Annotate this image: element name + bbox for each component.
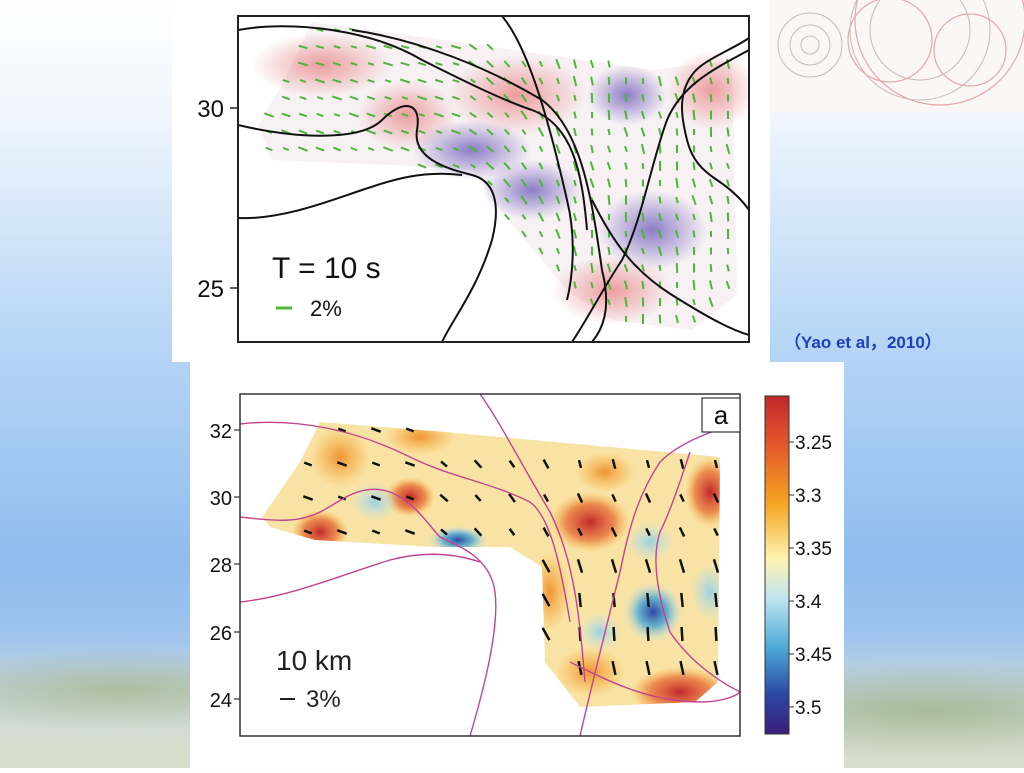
bottom-velocity-map-panel: 32 30 28 26 24 a 10 km 3% 3.25 3.3 3.35 3.4… (190, 362, 844, 768)
top-fault-line (238, 174, 462, 218)
top-anisotropy-bar (642, 281, 643, 289)
top-anisotropy-bar (727, 196, 728, 204)
top-y-tick-label: 25 (197, 276, 224, 303)
top-anisotropy-bar (677, 129, 678, 136)
top-anisotropy-bar (608, 195, 609, 205)
panel-tag: a (714, 400, 729, 430)
top-anisotropy-bar (711, 94, 712, 102)
top-anisotropy-bar (592, 214, 593, 221)
bottom-anisotropy-bar (716, 627, 717, 641)
bottom-velocity-field (240, 394, 740, 736)
top-anisotropy-bar (727, 128, 728, 137)
top-anisotropy-bar (626, 231, 627, 237)
bottom-anisotropy-bar (715, 593, 716, 607)
top-anisotropy-bar (660, 265, 661, 271)
decorative-compass-rings (770, 0, 1024, 112)
bottom-anisotropy-bar (647, 593, 648, 607)
top-anisotropy-bar (693, 231, 694, 238)
bottom-y-tick-label: 32 (210, 421, 232, 443)
bottom-anisotropy-bar (682, 627, 683, 641)
top-anisotropy-bar (711, 264, 712, 272)
top-anisotropy-map-panel: 30 25 T = 10 s 2% (172, 0, 770, 362)
citation-label: （Yao et al，2010） (784, 328, 942, 353)
bottom-depth-label: 10 km (276, 645, 352, 676)
bottom-fault-line (240, 554, 480, 602)
bottom-y-tick-label: 28 (210, 555, 232, 577)
top-anisotropy-bar (574, 265, 575, 271)
top-anisotropy-bar (574, 95, 575, 101)
colorbar-tick-label: 3.25 (795, 433, 832, 454)
bottom-anisotropy-bar (648, 627, 649, 641)
bottom-anisotropy-bar (579, 593, 580, 607)
top-anisotropy-bar (693, 110, 694, 120)
bottom-scale-label: 3% (306, 686, 341, 713)
top-anisotropy-bar (642, 213, 643, 222)
bottom-y-tick-label: 30 (210, 488, 232, 510)
top-anisotropy-bar (608, 247, 609, 255)
top-anisotropy-bar (677, 299, 678, 306)
colorbar-tick-label: 3.4 (795, 592, 822, 613)
top-anisotropy-bar (609, 110, 610, 120)
top-anisotropy-bar (592, 93, 593, 103)
top-anisotropy-bar (693, 299, 694, 305)
top-anisotropy-bar (728, 248, 729, 254)
top-anisotropy-bar (626, 179, 627, 187)
top-anisotropy-bar (728, 78, 729, 84)
top-anisotropy-bar (676, 247, 677, 256)
top-anisotropy-bar (659, 197, 660, 204)
colorbar-tick-label: 3.45 (795, 645, 832, 666)
top-anisotropy-bar (694, 280, 695, 290)
top-anisotropy-bar (660, 315, 661, 324)
top-anisotropy-bar (660, 145, 661, 154)
bottom-anisotropy-bar (681, 593, 682, 607)
top-period-label: T = 10 s (272, 252, 381, 285)
bottom-y-tick-label: 26 (210, 623, 232, 645)
velocity-colorbar (765, 396, 789, 734)
top-anisotropy-bar (693, 162, 694, 170)
top-anisotropy-bar (642, 95, 643, 102)
bottom-anisotropy-bar (614, 627, 615, 641)
top-scale-label: 2% (310, 296, 342, 321)
top-anisotropy-bar (574, 180, 575, 186)
top-anisotropy-bar (608, 129, 609, 135)
colorbar-tick-label: 3.5 (795, 698, 821, 719)
colorbar-tick-label: 3.3 (795, 486, 821, 507)
top-anisotropy-bar (711, 146, 712, 152)
top-anisotropy-bar (608, 61, 609, 68)
top-anisotropy-bar (676, 112, 677, 118)
bottom-y-tick-label: 24 (210, 690, 232, 712)
top-y-tick-label: 30 (197, 96, 224, 123)
top-anisotropy-bar (626, 94, 627, 102)
colorbar-tick-label: 3.35 (795, 539, 832, 560)
top-anisotropy-bar (643, 163, 644, 169)
